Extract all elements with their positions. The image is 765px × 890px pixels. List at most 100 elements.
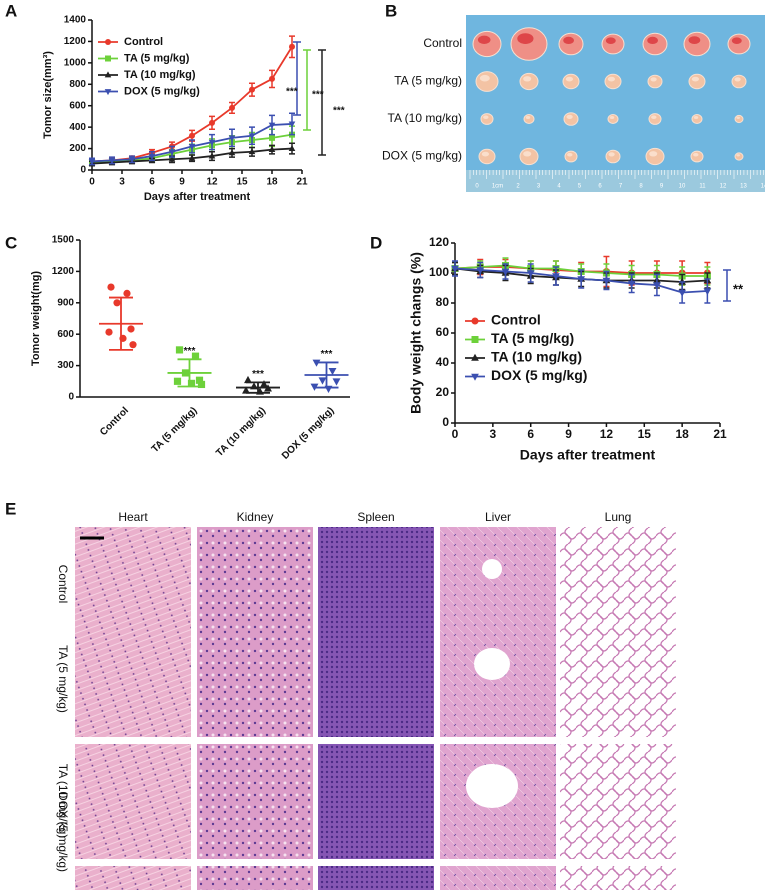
column-label: Liver — [485, 510, 511, 524]
data-point — [260, 380, 268, 388]
y-tick-label: 800 — [69, 79, 86, 90]
tumor-highlight — [693, 152, 699, 157]
panel-label: C — [5, 233, 17, 252]
histology-image — [197, 744, 313, 859]
legend-label: DOX (5 mg/kg) — [491, 367, 587, 383]
row-label: DOX (5 mg/kg) — [382, 149, 462, 163]
tumor-highlight — [567, 152, 573, 157]
annotation: ** — [733, 281, 744, 296]
tumor — [642, 32, 668, 56]
ruler-label: 8 — [639, 184, 643, 190]
x-tick-label: Control — [98, 405, 131, 438]
legend-marker — [471, 353, 479, 361]
tumor — [523, 114, 535, 124]
y-tick-label: 600 — [69, 100, 86, 111]
sd-bar — [177, 358, 202, 388]
legend-marker — [104, 71, 112, 78]
y-tick-label: 0 — [68, 392, 74, 403]
histology-image — [560, 622, 676, 737]
tumor — [645, 147, 665, 166]
tumor — [601, 33, 625, 55]
data-point — [188, 154, 196, 161]
tumor-highlight — [688, 36, 701, 44]
tumor-highlight — [565, 76, 574, 82]
annotation: *** — [184, 346, 196, 357]
histology-image — [440, 622, 556, 737]
tumor-highlight — [483, 115, 489, 119]
legend-label: DOX (5 mg/kg) — [124, 85, 200, 97]
x-tick-label: 21 — [296, 177, 308, 188]
tumor-highlight — [736, 116, 740, 120]
data-point — [244, 375, 252, 384]
data-point — [501, 268, 510, 276]
tumor — [648, 113, 662, 125]
ruler-label: 1cm — [492, 184, 503, 190]
tumor — [510, 27, 548, 61]
histology-image — [318, 866, 434, 890]
data-point — [88, 159, 96, 166]
significance-bracket — [318, 49, 326, 156]
data-point — [627, 280, 636, 288]
x-tick-label: 15 — [236, 177, 248, 188]
tumor-highlight — [605, 37, 616, 44]
sd-bar — [314, 361, 339, 389]
legend-marker — [471, 317, 479, 325]
tumor-highlight — [731, 37, 742, 44]
y-tick-label: 60 — [436, 325, 450, 339]
tumor — [519, 72, 539, 91]
vessel — [474, 648, 510, 680]
tumor-highlight — [477, 35, 491, 44]
data-point — [249, 86, 255, 93]
tumor-highlight — [691, 76, 700, 82]
data-point — [209, 119, 215, 126]
y-axis-label: Body weight changs (%) — [408, 252, 424, 414]
legend-label: TA (10 mg/kg) — [491, 349, 582, 365]
tumor — [690, 150, 704, 163]
y-tick-label: 120 — [429, 235, 449, 249]
column-label: Lung — [605, 510, 632, 524]
significance-bracket — [723, 269, 731, 302]
y-tick-label: 900 — [57, 297, 74, 308]
tumor-highlight — [609, 116, 615, 119]
sd-bar — [109, 296, 133, 351]
ruler-label: 12 — [720, 184, 727, 190]
annotation: *** — [286, 87, 298, 98]
histology-image — [197, 866, 313, 890]
data-point — [577, 276, 586, 284]
tumor — [734, 114, 744, 124]
data-point — [288, 121, 296, 128]
tumor-highlight — [525, 116, 531, 119]
data-point — [526, 270, 535, 278]
data-point — [229, 104, 235, 111]
tumor — [519, 147, 539, 166]
x-axis-label: Days after treatment — [144, 191, 251, 203]
x-axis-label: Days after treatment — [520, 447, 656, 463]
y-tick-label: 400 — [69, 122, 86, 133]
histology-image — [440, 866, 556, 890]
tumor — [647, 74, 663, 89]
x-tick-label: 0 — [89, 177, 95, 188]
tumor — [478, 148, 496, 165]
panel-label: B — [385, 1, 397, 20]
x-tick-label: DOX (5 mg/kg) — [280, 405, 337, 462]
x-tick-label: TA (10 mg/kg) — [214, 405, 268, 459]
data-point — [168, 155, 176, 162]
data-point — [242, 386, 250, 394]
data-point — [703, 288, 712, 296]
tumor — [562, 73, 580, 90]
x-tick-label: 3 — [119, 177, 125, 188]
histology-image — [560, 744, 676, 859]
data-point — [107, 283, 115, 291]
data-point — [108, 157, 116, 164]
tumor-highlight — [734, 77, 741, 82]
x-tick-label: 9 — [565, 427, 572, 441]
row-label: TA (5 mg/kg) — [394, 74, 462, 88]
tumor — [691, 114, 703, 124]
y-tick-label: 1200 — [64, 36, 87, 47]
data-point — [173, 377, 182, 385]
legend-label: Control — [491, 312, 541, 328]
ruler-label: 5 — [578, 184, 582, 190]
data-point — [175, 346, 184, 354]
x-tick-label: 9 — [179, 177, 185, 188]
panel-label: A — [5, 1, 17, 20]
